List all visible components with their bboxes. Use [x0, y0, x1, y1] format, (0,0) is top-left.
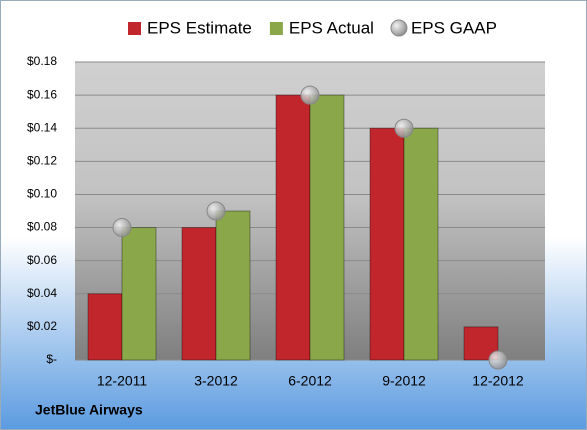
y-tick-label: $0.18 — [27, 54, 57, 68]
y-tick-label: $0.16 — [27, 87, 57, 101]
bar — [181, 227, 217, 361]
marker — [300, 85, 320, 105]
y-tick-label: $0.06 — [27, 253, 57, 267]
legend-swatch — [390, 19, 408, 37]
x-tick-label: 6-2012 — [288, 373, 332, 389]
legend-label: EPS GAAP — [411, 18, 497, 37]
legend-swatch — [269, 22, 283, 35]
y-tick-label: $0.10 — [27, 187, 57, 201]
x-tick-label: 3-2012 — [194, 373, 238, 389]
marker — [488, 350, 508, 370]
bar — [369, 127, 405, 361]
y-tick-label: $0.04 — [27, 286, 57, 300]
marker — [394, 118, 414, 138]
y-tick-label: $- — [46, 352, 57, 366]
annotation: JetBlue Airways — [35, 402, 143, 418]
y-tick-label: $0.14 — [27, 120, 57, 134]
bar — [309, 94, 345, 361]
bar — [403, 127, 439, 361]
x-tick-label: 12-2011 — [97, 373, 148, 389]
legend-label: EPS Actual — [289, 18, 374, 37]
bar — [87, 293, 123, 361]
marker — [206, 201, 226, 221]
bar — [215, 210, 251, 361]
y-tick-label: $0.08 — [27, 220, 57, 234]
bar — [121, 227, 157, 361]
y-tick-label: $0.02 — [27, 319, 57, 333]
x-tick-label: 9-2012 — [382, 373, 426, 389]
legend-swatch — [128, 22, 141, 35]
marker — [112, 218, 132, 238]
y-tick-label: $0.12 — [27, 154, 57, 168]
x-tick-label: 12-2012 — [472, 373, 524, 389]
legend: EPS Estimate EPS Actual EPS GAAP — [128, 18, 497, 37]
legend-label: EPS Estimate — [147, 18, 252, 37]
bar — [275, 94, 311, 361]
